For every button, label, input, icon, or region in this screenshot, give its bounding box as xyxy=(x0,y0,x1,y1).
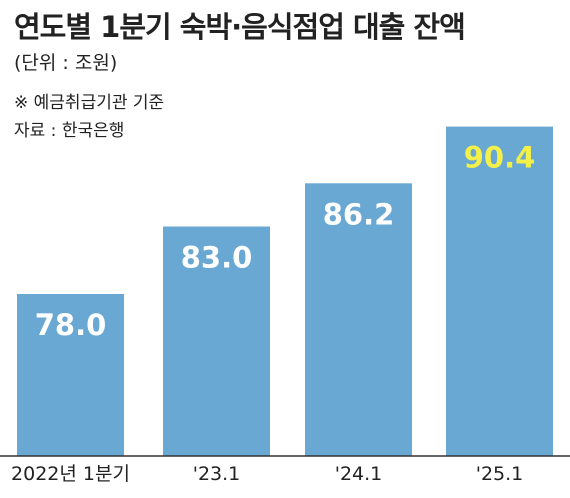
footnote: ※ 예금취급기관 기준 xyxy=(14,93,165,113)
x-tick-label-1: 2022년 1분기 xyxy=(11,463,130,485)
bar-2 xyxy=(163,226,270,456)
bar-3 xyxy=(305,183,412,457)
value-label-3: 86.2 xyxy=(323,197,395,231)
x-tick-label-3: '24.1 xyxy=(335,463,383,485)
bar-4 xyxy=(446,126,553,456)
value-label-4: 90.4 xyxy=(464,141,536,175)
x-tick-label-2: '23.1 xyxy=(193,463,241,485)
unit-note: (단위 : 조원) xyxy=(14,52,118,74)
x-tick-label-4: '25.1 xyxy=(476,463,524,485)
chart-title: 연도별 1분기 숙박·음식점업 대출 잔액 xyxy=(14,10,466,44)
value-label-1: 78.0 xyxy=(35,308,107,342)
source-note: 자료 : 한국은행 xyxy=(14,121,125,141)
bar-1 xyxy=(17,294,124,456)
value-label-2: 83.0 xyxy=(181,241,253,275)
